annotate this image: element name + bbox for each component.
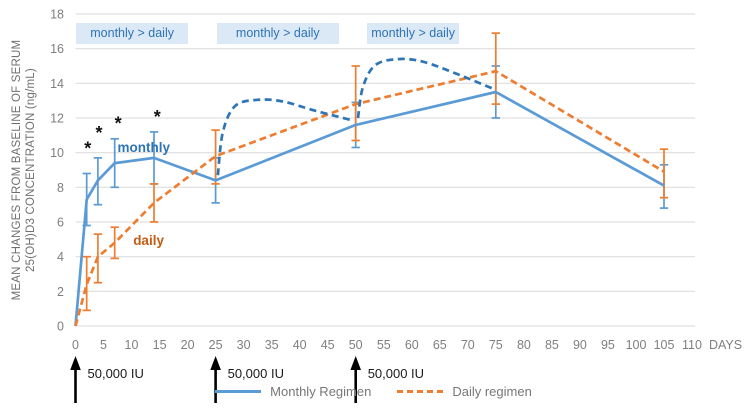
y-tick-label: 6 bbox=[57, 216, 64, 230]
x-tick-label: 85 bbox=[545, 338, 559, 352]
monthly-series-label: monthly bbox=[117, 139, 171, 155]
daily-error-bar bbox=[211, 129, 220, 185]
x-tick-label: 35 bbox=[265, 338, 279, 352]
dose-label: 50,000 IU bbox=[368, 366, 424, 381]
daily-series-line bbox=[74, 69, 665, 327]
x-tick-label: 40 bbox=[293, 338, 307, 352]
y-tick-label: 8 bbox=[57, 181, 64, 195]
comparison-annotation-2: monthly > daily bbox=[216, 23, 339, 44]
monthly-series-line bbox=[74, 90, 665, 327]
daily-error-bar bbox=[82, 255, 91, 312]
y-axis-title: MEAN CHANGES FROM BASELINE OF SERUM 25(O… bbox=[10, 4, 40, 336]
y-tick-label: 10 bbox=[50, 146, 64, 160]
daily-error-bar bbox=[149, 183, 159, 223]
x-tick-label: 60 bbox=[405, 338, 419, 352]
legend: Monthly Regimen Daily regimen bbox=[0, 384, 747, 399]
x-tick-label: 55 bbox=[377, 338, 391, 352]
y-tick-label: 18 bbox=[50, 8, 64, 22]
dose-label: 50,000 IU bbox=[228, 366, 284, 381]
dose-arrow-head bbox=[350, 356, 361, 370]
x-tick-label: 20 bbox=[181, 338, 195, 352]
x-tick-label: 90 bbox=[573, 338, 587, 352]
y-tick-label: 0 bbox=[57, 320, 64, 334]
x-tick-label: 75 bbox=[489, 338, 503, 352]
significance-asterisk: * bbox=[84, 138, 91, 158]
daily-error-bar bbox=[659, 148, 669, 199]
comparison-annotation-3: monthly > daily bbox=[366, 23, 460, 44]
x-axis-unit-label: DAYS bbox=[709, 338, 742, 352]
monthly-peak-curve bbox=[216, 98, 354, 176]
y-tick-label: 14 bbox=[50, 77, 64, 91]
dose-arrow-head bbox=[70, 356, 81, 370]
x-tick-label: 80 bbox=[517, 338, 531, 352]
x-tick-label: 15 bbox=[153, 338, 167, 352]
x-tick-label: 5 bbox=[100, 338, 107, 352]
y-tick-label: 4 bbox=[57, 250, 64, 264]
x-tick-label: 70 bbox=[461, 338, 475, 352]
significance-asterisk: * bbox=[154, 107, 161, 127]
y-tick-label: 12 bbox=[50, 112, 64, 126]
daily-series-label: daily bbox=[133, 233, 164, 249]
x-tick-label: 10 bbox=[125, 338, 139, 352]
y-axis-title-line1: MEAN CHANGES FROM BASELINE OF SERUM bbox=[11, 39, 23, 301]
x-tick-label: 110 bbox=[682, 338, 702, 352]
x-tick-label: 100 bbox=[626, 338, 647, 352]
y-axis-title-line2: 25(OH)D3 CONCENTRATION (ng/mL) bbox=[25, 68, 37, 272]
dose-label: 50,000 IU bbox=[88, 366, 144, 381]
dose-arrow-head bbox=[210, 356, 221, 370]
legend-item-daily: Daily regimen bbox=[397, 384, 532, 399]
x-tick-label: 50 bbox=[349, 338, 363, 352]
legend-item-monthly: Monthly Regimen bbox=[215, 384, 371, 399]
x-tick-label: 30 bbox=[237, 338, 251, 352]
legend-label-daily: Daily regimen bbox=[452, 384, 532, 399]
x-tick-label: 0 bbox=[72, 338, 79, 352]
legend-label-monthly: Monthly Regimen bbox=[270, 384, 372, 399]
x-tick-label: 105 bbox=[654, 338, 675, 352]
y-tick-label: 2 bbox=[57, 285, 64, 299]
monthly-peak-curve bbox=[356, 57, 494, 119]
monthly-line-sample bbox=[215, 390, 262, 393]
y-tick-label: 16 bbox=[50, 42, 64, 56]
x-tick-label: 95 bbox=[601, 338, 615, 352]
significance-asterisk: * bbox=[95, 123, 102, 143]
x-tick-label: 25 bbox=[209, 338, 223, 352]
comparison-annotation-1: monthly > daily bbox=[76, 23, 189, 44]
x-tick-label: 45 bbox=[321, 338, 335, 352]
daily-line-sample bbox=[397, 390, 444, 393]
significance-asterisk: * bbox=[115, 113, 122, 133]
x-tick-label: 65 bbox=[433, 338, 447, 352]
